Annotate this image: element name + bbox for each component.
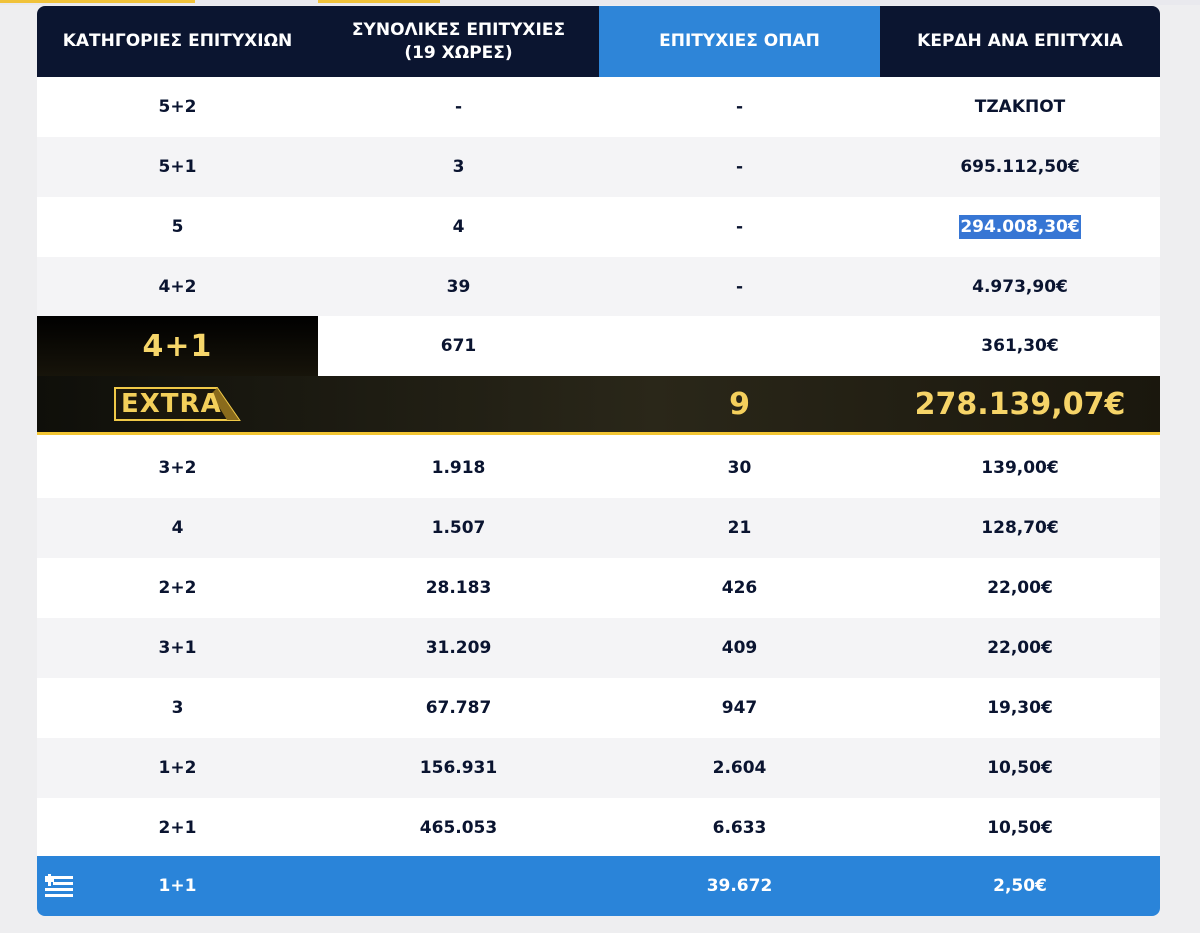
extra-row-top-bg <box>318 316 1160 376</box>
extra-category-label: 4+1 <box>142 328 213 364</box>
extra-row-block: 4+1 671 361,30€ EXTRA 9 278.139,07€ <box>37 316 1160 435</box>
results-table: ΚΑΤΗΓΟΡΙΕΣ ΕΠΙΤΥΧΙΩΝ ΣΥΝΟΛΙΚΕΣ ΕΠΙΤΥΧΙΕΣ… <box>37 6 1160 916</box>
header-total-winners-line2: (19 ΧΩΡΕΣ) <box>404 42 513 63</box>
table-footer-row: 1+1 39.672 2,50€ <box>37 856 1160 916</box>
category-cell: 1+1 <box>158 876 197 896</box>
total-cell: - <box>454 97 463 117</box>
extra-opap-count: 9 <box>729 386 750 422</box>
table-row: 5+1 3 - 695.112,50€ <box>37 137 1160 197</box>
extra-badge-frame <box>114 387 241 421</box>
table-header: ΚΑΤΗΓΟΡΙΕΣ ΕΠΙΤΥΧΙΩΝ ΣΥΝΟΛΙΚΕΣ ΕΠΙΤΥΧΙΕΣ… <box>37 6 1160 77</box>
table-row: 5 4 - 294.008,30€ <box>37 197 1160 257</box>
opap-cell: 39.672 <box>706 876 773 896</box>
top-strip <box>0 0 1200 5</box>
table-row: 3+2 1.918 30 139,00€ <box>37 438 1160 498</box>
category-cell: 5 <box>171 217 184 237</box>
extra-total-cell: 671 <box>440 336 477 356</box>
category-cell: 1+2 <box>158 758 197 778</box>
total-cell: 4 <box>452 217 465 237</box>
greek-flag-icon <box>45 874 73 897</box>
category-cell: 4+2 <box>158 277 197 297</box>
table-row: 3+1 31.209 409 22,00€ <box>37 618 1160 678</box>
header-categories: ΚΑΤΗΓΟΡΙΕΣ ΕΠΙΤΥΧΙΩΝ <box>62 31 293 51</box>
prize-cell: 695.112,50€ <box>960 157 1080 177</box>
prize-cell: 128,70€ <box>981 518 1059 538</box>
prize-cell: 294.008,30€ <box>880 197 1160 257</box>
table-row: 5+2 - - ΤΖΑΚΠΟΤ <box>37 77 1160 137</box>
total-cell: 465.053 <box>419 818 498 838</box>
table-row: 4 1.507 21 128,70€ <box>37 498 1160 558</box>
extra-prize-cell: 361,30€ <box>981 336 1059 356</box>
table-row: 2+2 28.183 426 22,00€ <box>37 558 1160 618</box>
extra-gold-divider <box>37 432 1160 435</box>
table-row: 3 67.787 947 19,30€ <box>37 678 1160 738</box>
table-row: 4+2 39 - 4.973,90€ <box>37 257 1160 317</box>
opap-cell: 2.604 <box>712 758 767 778</box>
prize-cell: ΤΖΑΚΠΟΤ <box>974 97 1066 117</box>
total-cell: 67.787 <box>425 698 492 718</box>
opap-cell: 21 <box>727 518 752 538</box>
extra-category-bg <box>37 316 318 376</box>
header-opap-winners: ΕΠΙΤΥΧΙΕΣ ΟΠΑΠ <box>599 6 880 77</box>
opap-cell: - <box>735 217 744 237</box>
category-cell: 2+1 <box>158 818 197 838</box>
opap-cell: - <box>735 277 744 297</box>
prize-cell: 10,50€ <box>987 758 1053 778</box>
total-cell: 1.507 <box>431 518 486 538</box>
total-cell <box>318 856 599 916</box>
opap-cell: - <box>735 97 744 117</box>
total-cell: 3 <box>452 157 465 177</box>
opap-cell: 947 <box>721 698 758 718</box>
category-cell: 4 <box>171 518 184 538</box>
prize-cell: 22,00€ <box>987 638 1053 658</box>
opap-cell: 426 <box>721 578 758 598</box>
table-row: 2+1 465.053 6.633 10,50€ <box>37 798 1160 858</box>
category-cell: 5+2 <box>158 97 197 117</box>
prize-cell: 4.973,90€ <box>972 277 1068 297</box>
category-cell: 5+1 <box>158 157 197 177</box>
total-cell: 1.918 <box>431 458 486 478</box>
header-total-winners-line1: ΣΥΝΟΛΙΚΕΣ ΕΠΙΤΥΧΙΕΣ <box>351 19 566 40</box>
prize-cell: 22,00€ <box>987 578 1053 598</box>
table-row: 1+2 156.931 2.604 10,50€ <box>37 738 1160 798</box>
opap-cell: 30 <box>727 458 752 478</box>
top-gold-accent-right <box>318 0 440 3</box>
category-cell: 3 <box>171 698 184 718</box>
opap-cell: 409 <box>721 638 758 658</box>
total-cell: 39 <box>446 277 471 297</box>
category-cell: 2+2 <box>158 578 197 598</box>
extra-badge: EXTRA <box>113 384 241 424</box>
top-gold-accent-left <box>0 0 195 3</box>
prize-cell: 2,50€ <box>993 876 1047 896</box>
total-cell: 156.931 <box>419 758 498 778</box>
category-cell: 3+2 <box>158 458 197 478</box>
header-prize-per-winner: ΚΕΡΔΗ ΑΝΑ ΕΠΙΤΥΧΙΑ <box>917 31 1123 51</box>
prize-cell: 139,00€ <box>981 458 1059 478</box>
total-cell: 28.183 <box>425 578 492 598</box>
opap-cell: - <box>735 157 744 177</box>
prize-cell: 10,50€ <box>987 818 1053 838</box>
category-cell: 3+1 <box>158 638 197 658</box>
extra-badge-text: EXTRA <box>121 389 222 419</box>
opap-cell: 6.633 <box>712 818 767 838</box>
selected-prize-text[interactable]: 294.008,30€ <box>959 215 1081 239</box>
prize-cell: 19,30€ <box>987 698 1053 718</box>
header-total-winners: ΣΥΝΟΛΙΚΕΣ ΕΠΙΤΥΧΙΕΣ (19 ΧΩΡΕΣ) <box>318 6 599 77</box>
extra-prize-amount: 278.139,07€ <box>914 386 1126 422</box>
total-cell: 31.209 <box>425 638 492 658</box>
